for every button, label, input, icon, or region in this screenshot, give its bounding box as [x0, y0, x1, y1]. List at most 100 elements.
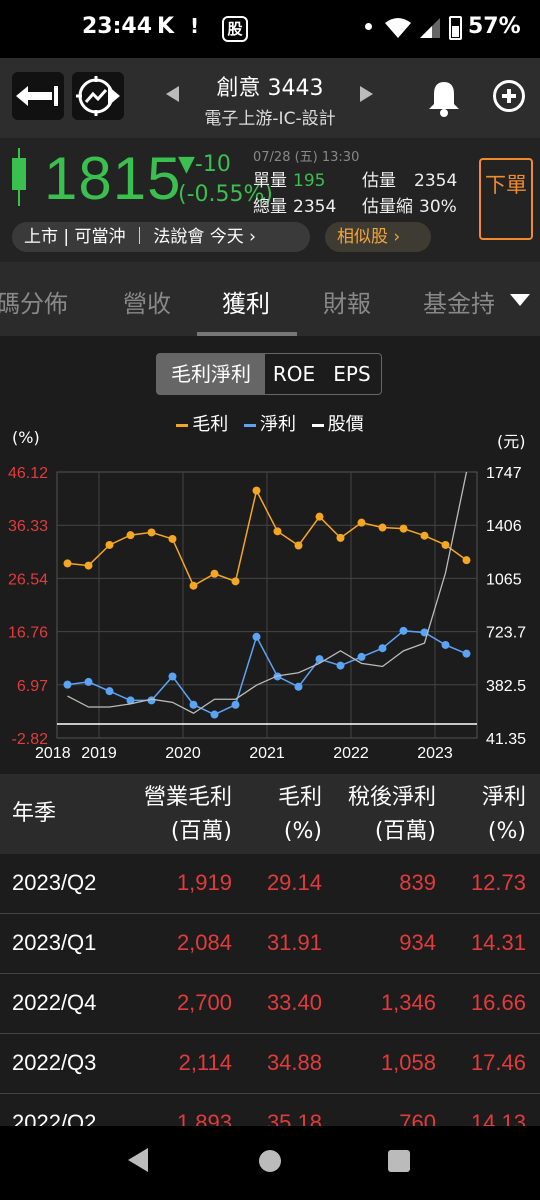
- data-point-net: [252, 632, 261, 641]
- battery-icon: [449, 16, 462, 40]
- data-point-net: [63, 680, 72, 689]
- status-time: 23:44: [82, 14, 153, 39]
- th-net-pct-unit: (%): [487, 819, 526, 844]
- stock-app-icon: 股: [222, 16, 248, 42]
- app-k-icon: K: [157, 14, 175, 39]
- data-point-gross: [378, 523, 387, 532]
- tab-financials[interactable]: 財報: [323, 290, 371, 318]
- left-tick-label: 16.76: [8, 625, 48, 642]
- data-point-gross: [126, 531, 135, 540]
- estimated-volume: 估量 2354: [362, 171, 458, 191]
- th-net: 稅後淨利: [347, 785, 436, 810]
- table-row[interactable]: 2022/Q2 1,893 35.18 760 14.13: [0, 1094, 540, 1126]
- left-tick-label: 46.12: [8, 465, 48, 482]
- stock-header: 創意 3443 電子上游-IC-設計: [0, 58, 540, 138]
- stock-tags[interactable]: 上市 | 可當沖 ｜ 法說會 今天 ›: [12, 222, 310, 252]
- profit-table: 2023/Q2 1,919 29.14 839 12.73 2023/Q1 2,…: [0, 854, 540, 1126]
- data-point-gross: [336, 533, 345, 542]
- th-gross-pct-unit: (%): [283, 819, 322, 844]
- price-change: ▼-10: [178, 152, 231, 177]
- data-point-gross: [294, 541, 303, 550]
- th-gross-pct: 毛利: [277, 785, 322, 810]
- data-point-net: [210, 710, 219, 719]
- data-point-gross: [357, 518, 366, 527]
- nav-recents-icon[interactable]: [388, 1150, 410, 1172]
- notification-dot-icon: [365, 23, 372, 30]
- data-point-net: [336, 661, 345, 670]
- data-point-gross: [84, 561, 93, 570]
- table-row[interactable]: 2023/Q1 2,084 31.91 934 14.31: [0, 914, 540, 974]
- tab-profit[interactable]: 獲利: [222, 290, 270, 318]
- table-row[interactable]: 2023/Q2 1,919 29.14 839 12.73: [0, 854, 540, 914]
- right-tick-label: 41.35: [486, 731, 526, 748]
- th-net-pct: 淨利: [481, 785, 526, 810]
- tab-revenue[interactable]: 營收: [123, 290, 171, 318]
- data-point-net: [294, 682, 303, 691]
- data-point-net: [105, 687, 114, 696]
- data-point-gross: [441, 540, 450, 549]
- x-tick-label: 2023: [417, 745, 453, 762]
- data-point-net: [315, 655, 324, 664]
- tab-bar: 碼分佈 營收 獲利 財報 基金持: [0, 262, 540, 336]
- data-point-gross: [420, 531, 429, 540]
- prev-stock-button[interactable]: [166, 86, 179, 102]
- right-axis-unit: (元): [497, 432, 526, 451]
- x-tick-label: 2020: [165, 745, 201, 762]
- quote-panel: 1815 ▼-10 (-0.55%) 07/28 (五) 13:30 單量 195…: [0, 138, 540, 262]
- data-point-gross: [189, 581, 198, 590]
- data-point-gross: [231, 577, 240, 586]
- profit-chart-panel: 毛利淨利 ROE EPS 毛利 淨利 股價 (%) (元) 46.12 1747 3…: [0, 336, 540, 774]
- data-point-net: [378, 644, 387, 653]
- trend-compare-button[interactable]: [72, 72, 124, 120]
- data-point-net: [231, 700, 240, 709]
- data-point-net: [441, 640, 450, 649]
- data-point-gross: [168, 534, 177, 543]
- right-tick-label: 723.7: [486, 625, 526, 642]
- next-stock-button[interactable]: [360, 86, 373, 102]
- right-tick-label: 1406: [486, 518, 522, 535]
- tab-more-dropdown-icon[interactable]: [500, 262, 540, 336]
- data-point-net: [168, 672, 177, 681]
- x-tick-label: 2021: [249, 745, 285, 762]
- x-tick-label: 2022: [333, 745, 369, 762]
- back-arrow-icon: [16, 86, 58, 106]
- segment-margin[interactable]: 毛利淨利: [157, 354, 265, 394]
- table-header: 年季 營業毛利 (百萬) 毛利 (%) 稅後淨利 (百萬) 淨利 (%): [0, 774, 540, 854]
- segment-eps[interactable]: EPS: [333, 362, 371, 386]
- series-line-price: [67, 471, 468, 715]
- stock-industry: 電子上游-IC-設計: [204, 109, 336, 129]
- tab-fund-holdings[interactable]: 基金持: [423, 290, 495, 318]
- tab-chip-distribution[interactable]: 碼分佈: [0, 290, 68, 318]
- right-tick-label: 382.5: [486, 678, 526, 695]
- nav-home-icon[interactable]: [259, 1150, 281, 1172]
- back-button[interactable]: [12, 72, 64, 120]
- th-gross-unit: (百萬): [170, 819, 232, 844]
- quote-datetime: 07/28 (五) 13:30: [253, 150, 360, 165]
- bell-icon[interactable]: [424, 78, 464, 118]
- order-button[interactable]: 下單: [479, 158, 533, 240]
- system-nav-bar: [0, 1126, 540, 1200]
- data-point-gross: [315, 512, 324, 521]
- data-point-gross: [105, 540, 114, 549]
- trend-target-icon: [76, 76, 120, 116]
- candle-icon: [12, 148, 26, 206]
- data-point-net: [399, 626, 408, 635]
- segment-roe[interactable]: ROE: [272, 362, 316, 386]
- table-row[interactable]: 2022/Q3 2,114 34.88 1,058 17.46: [0, 1034, 540, 1094]
- data-point-gross: [273, 527, 282, 536]
- data-point-net: [462, 649, 471, 658]
- battery-percent: 57%: [468, 14, 521, 39]
- left-axis-unit: (%): [12, 428, 40, 447]
- left-tick-label: 6.97: [17, 678, 48, 695]
- left-tick-label: -2.82: [12, 731, 49, 748]
- similar-stocks-button[interactable]: 相似股 ›: [325, 222, 431, 252]
- chart-legend: 毛利 淨利 股價: [0, 410, 540, 436]
- data-point-net: [84, 677, 93, 686]
- data-point-net: [126, 696, 135, 705]
- data-point-gross: [63, 559, 72, 568]
- table-row[interactable]: 2022/Q4 2,700 33.40 1,346 16.66: [0, 974, 540, 1034]
- nav-back-icon[interactable]: [128, 1148, 148, 1172]
- profit-line-chart: 46.12 1747 36.33 1406 26.54 1065 16.76 723.7 6.9…: [8, 465, 526, 762]
- add-watchlist-icon[interactable]: [493, 80, 525, 112]
- data-point-gross: [462, 556, 471, 565]
